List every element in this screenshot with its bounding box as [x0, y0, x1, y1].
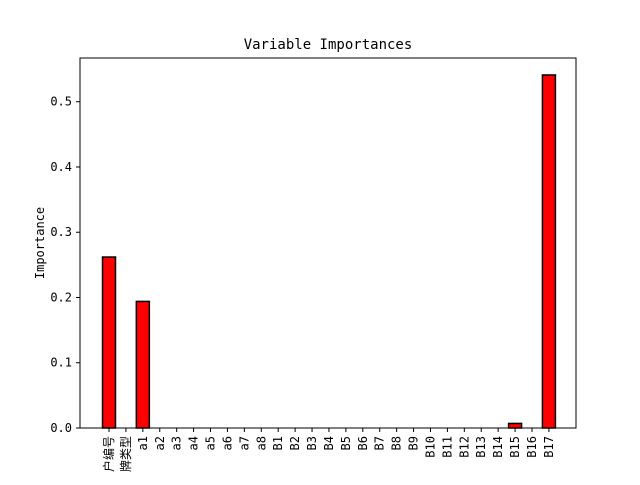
- x-tick-label: B11: [440, 436, 454, 458]
- x-tick-label: B1: [271, 436, 285, 450]
- x-tick-label: a1: [136, 436, 150, 450]
- x-tick-label: 户编号: [101, 436, 116, 472]
- x-tick-label: B7: [373, 436, 387, 450]
- x-tick-label: B8: [390, 436, 404, 450]
- x-tick-label: 牌类型: [119, 436, 133, 472]
- chart-title: Variable Importances: [244, 37, 413, 53]
- x-tick-label: B17: [542, 436, 556, 458]
- x-tick-label: B2: [288, 436, 302, 450]
- x-tick-label: a6: [220, 436, 234, 450]
- y-tick-label: 0.0: [50, 421, 72, 435]
- x-tick-label: B12: [457, 436, 471, 458]
- y-ticks-group: 0.0 0.1 0.2 0.3 0.4 0.5: [50, 95, 80, 435]
- x-tick-label: B9: [407, 436, 421, 450]
- x-tick-label: B16: [525, 436, 539, 458]
- plot-frame: [79, 57, 577, 429]
- y-axis-label: Importance: [33, 207, 47, 279]
- x-tick-label: a8: [254, 436, 268, 450]
- y-tick-label: 0.1: [50, 356, 72, 370]
- x-tick-label: a3: [170, 436, 184, 450]
- x-tick-label: B4: [322, 436, 336, 450]
- x-tick-label: B13: [474, 436, 488, 458]
- x-tick-label: B10: [423, 436, 437, 458]
- bar: [541, 74, 557, 429]
- y-tick-label: 0.3: [50, 225, 72, 239]
- y-tick-label: 0.5: [50, 95, 72, 109]
- x-tick-label: a7: [237, 436, 251, 450]
- x-ticks-group: 户编号 牌类型 a1 a2 a3 a4 a5 a6 a7 a8 B1 B2 B3 B4 B5 B6 B7 B8 B9…: [101, 428, 556, 472]
- x-tick-label: B5: [339, 436, 353, 450]
- x-tick-label: B14: [491, 436, 505, 458]
- y-tick-label: 0.2: [50, 290, 72, 304]
- y-tick-label: 0.4: [50, 160, 72, 174]
- x-tick-label: a4: [187, 436, 201, 450]
- x-tick-label: a2: [153, 436, 167, 450]
- bar: [135, 300, 151, 429]
- bar: [101, 256, 117, 429]
- x-tick-label: B15: [508, 436, 522, 458]
- x-tick-label: B6: [356, 436, 370, 450]
- bar: [507, 422, 523, 429]
- x-tick-label: a5: [204, 436, 218, 450]
- bars-group: [101, 74, 557, 429]
- x-tick-label: B3: [305, 436, 319, 450]
